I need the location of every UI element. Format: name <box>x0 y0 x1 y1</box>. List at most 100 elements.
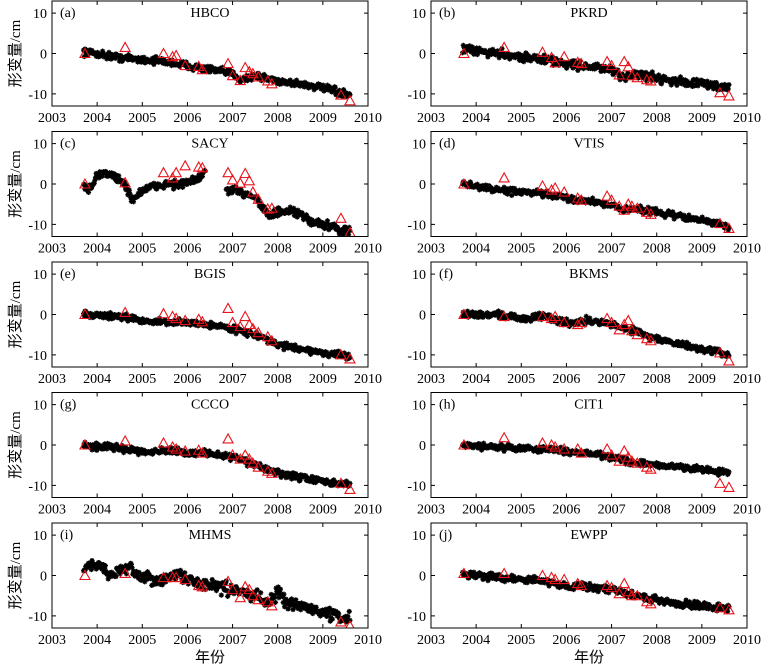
gps-point <box>670 209 676 215</box>
insar-series <box>79 41 356 106</box>
y-axis-label: 形变量/cm <box>7 541 24 609</box>
station-name: HBCO <box>191 6 230 21</box>
gps-point <box>183 177 189 183</box>
gps-point <box>685 217 691 223</box>
insar-point <box>226 583 239 595</box>
insar-point <box>723 222 735 233</box>
x-axis-label: 年份 <box>574 649 604 666</box>
gps-point <box>125 52 132 58</box>
gps-point <box>652 592 658 599</box>
insar-point <box>458 308 470 320</box>
gps-point <box>568 195 574 201</box>
gps-point <box>234 585 240 591</box>
panel-bgis: 2003 2004 2005 2006 2007 2008 2009 2010 10 0 -10 (e… <box>7 261 382 387</box>
insar-point <box>170 49 183 61</box>
gps-point <box>694 463 700 469</box>
insar-point <box>252 193 265 204</box>
y-tick-label: 10 <box>412 7 426 22</box>
gps-point <box>195 581 201 587</box>
x-tick-label: 2003 <box>417 242 445 257</box>
panel-sacy: 2003 2004 2005 2006 2007 2008 2009 2010 10 0 -10 (c… <box>7 131 382 257</box>
gps-point <box>468 181 474 187</box>
gps-point <box>95 49 101 56</box>
gps-point <box>658 81 665 87</box>
insar-point <box>226 69 239 81</box>
gps-point <box>230 188 236 194</box>
insar-point <box>196 580 209 592</box>
gps-series <box>81 557 353 625</box>
gps-point <box>220 584 227 590</box>
gps-point <box>290 606 296 613</box>
gps-point <box>295 605 301 612</box>
gps-point <box>324 349 330 355</box>
gps-point <box>496 571 502 578</box>
insar-point <box>558 50 571 62</box>
insar-point <box>334 477 347 488</box>
gps-point <box>248 598 254 604</box>
x-tick-label: 2005 <box>507 242 535 257</box>
gps-point <box>123 571 130 577</box>
x-tick-label: 2003 <box>38 242 66 257</box>
gps-point <box>313 474 319 481</box>
insar-point <box>713 346 726 358</box>
gps-point <box>317 82 324 88</box>
gps-point <box>695 83 701 89</box>
x-tick-label: 2005 <box>128 503 156 518</box>
x-tick-label: 2007 <box>219 633 247 648</box>
gps-point <box>130 568 137 574</box>
gps-point <box>312 607 318 613</box>
y-tick-label: 0 <box>40 439 47 454</box>
gps-point <box>292 342 298 348</box>
gps-point <box>720 466 726 472</box>
gps-point <box>163 450 169 456</box>
panel-tag: (i) <box>60 528 74 543</box>
gps-point <box>117 571 123 577</box>
gps-point <box>339 479 345 485</box>
gps-point <box>691 76 697 83</box>
gps-point <box>152 579 158 585</box>
gps-point <box>487 444 493 450</box>
gps-point <box>649 78 655 84</box>
x-tick-label: 2005 <box>128 372 156 387</box>
gps-point <box>694 76 700 82</box>
gps-point <box>564 582 570 588</box>
insar-point <box>549 56 562 68</box>
gps-point <box>580 585 587 591</box>
gps-point <box>308 222 314 228</box>
gps-point <box>507 576 513 582</box>
gps-point <box>545 54 551 60</box>
gps-point <box>253 332 259 338</box>
insar-point <box>234 320 247 332</box>
panel-tag: (h) <box>439 398 456 413</box>
gps-point <box>291 83 298 89</box>
gps-point <box>466 182 472 188</box>
gps-point <box>345 232 352 237</box>
gps-point <box>487 47 493 53</box>
x-tick-label: 2008 <box>643 242 671 257</box>
insar-point <box>192 160 205 172</box>
gps-point <box>108 311 114 317</box>
gps-point <box>329 224 335 231</box>
gps-point <box>575 67 581 74</box>
insar-point <box>549 310 562 322</box>
gps-point <box>614 322 620 328</box>
insar-point <box>170 166 183 178</box>
gps-point <box>608 457 614 463</box>
gps-point <box>275 344 281 350</box>
gps-point <box>273 211 279 217</box>
panel-bkms: 2003 2004 2005 2006 2007 2008 2009 2010 10 0 -10 (f… <box>407 261 761 387</box>
gps-point <box>485 54 491 60</box>
gps-point <box>656 334 662 340</box>
gps-point <box>496 55 502 61</box>
gps-point <box>194 576 201 582</box>
insar-point <box>605 581 618 593</box>
gps-point <box>461 178 467 185</box>
x-tick-label: 2010 <box>733 111 761 126</box>
gps-point <box>481 572 487 578</box>
y-tick-label: 10 <box>33 138 47 153</box>
gps-point <box>255 197 262 203</box>
x-tick-label: 2008 <box>643 372 671 387</box>
gps-point <box>103 568 109 575</box>
gps-point <box>279 593 286 600</box>
gps-point <box>705 217 712 223</box>
